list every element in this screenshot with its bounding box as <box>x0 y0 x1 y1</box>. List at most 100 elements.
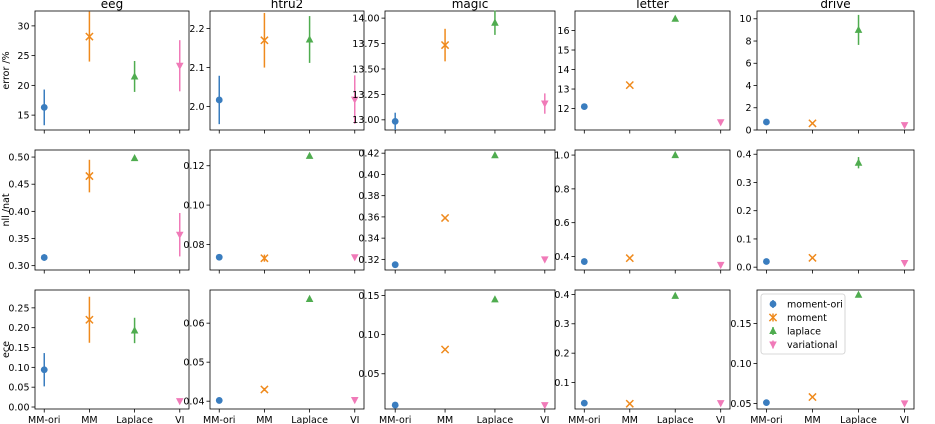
point-moment <box>625 81 634 90</box>
point-moment <box>808 119 817 128</box>
y-tick-label: 0.15 <box>730 319 751 330</box>
legend-label-laplace: laplace <box>787 326 821 337</box>
point-variational <box>541 100 549 108</box>
point-moment-ori <box>40 366 48 374</box>
panel-r1-c1: 0.08 0.10 0.12 <box>183 149 365 274</box>
point-variational <box>175 398 184 406</box>
legend: moment-ori moment laplace variational <box>760 293 846 355</box>
x-tick-label: MM-ori <box>379 415 411 424</box>
y-tick-label: 2.1 <box>189 63 204 74</box>
x-tick-label: VI <box>900 415 909 424</box>
legend-marker-laplace <box>769 326 777 334</box>
point-moment <box>808 392 817 402</box>
y-tick-label: 30 <box>17 21 29 32</box>
y-tick-label: 0.20 <box>8 323 29 334</box>
panel-r2-c2: 0.05 0.10 0.15 MM-ori MM Laplace VI <box>358 289 556 424</box>
y-tick-label: 0.0 <box>736 263 751 274</box>
point-moment-ori <box>391 261 399 269</box>
y-tick-label: 13.00 <box>352 115 379 126</box>
point-variational <box>716 119 725 127</box>
point-moment-ori <box>580 399 588 407</box>
point-moment-ori <box>215 397 223 404</box>
y-tick-label: 0.05 <box>730 399 751 410</box>
point-moment-ori <box>40 103 48 111</box>
axes-frame <box>209 289 365 410</box>
panel-r0-c1: 2.0 2.1 2.2 htru2 <box>189 0 365 134</box>
point-laplace <box>491 18 499 26</box>
y-tick-label: 2.2 <box>189 24 204 35</box>
y-tick-label: 12 <box>557 104 569 115</box>
y-tick-label: 8 <box>745 36 751 47</box>
y-tick-label: 0.12 <box>183 161 204 172</box>
y-tick-label: 0.4 <box>554 290 569 301</box>
axes-frame <box>209 10 365 131</box>
y-tick-label: 0.10 <box>730 359 751 370</box>
x-tick-label: Laplace <box>116 415 153 424</box>
y-tick-label: 0.3 <box>554 319 569 330</box>
axes-frame <box>384 289 556 410</box>
y-tick-label: 0.1 <box>554 378 569 389</box>
point-laplace <box>854 25 863 33</box>
y-tick-label: 0.3 <box>736 178 751 189</box>
y-axis-label: ece <box>1 341 12 358</box>
y-tick-label: 0.6 <box>554 218 569 229</box>
y-axis-label: error /% <box>1 51 12 89</box>
y-tick-label: 0.36 <box>358 212 379 223</box>
axes-frame <box>574 10 731 131</box>
y-tick-label: 0.32 <box>358 255 379 266</box>
point-variational <box>350 254 359 262</box>
point-variational <box>541 402 549 410</box>
point-moment <box>808 253 817 262</box>
y-tick-label: 14.00 <box>352 14 379 25</box>
panel-r2-c3: 0.1 0.2 0.3 0.4 MM-ori MM Laplace VI <box>554 289 731 424</box>
y-tick-label: 0.30 <box>8 261 29 272</box>
x-tick-label: VI <box>175 415 184 424</box>
y-tick-label: 13 <box>557 84 569 95</box>
legend-marker-moment <box>768 313 778 322</box>
axes-frame <box>34 10 190 131</box>
y-tick-label: 4 <box>745 81 751 92</box>
legend-marker-moment-ori <box>769 300 777 308</box>
y-tick-label: 0.4 <box>554 252 569 263</box>
point-laplace <box>854 158 863 166</box>
y-tick-label: 0.40 <box>358 170 379 181</box>
panel-r1-c2: 0.32 0.34 0.36 0.38 0.40 0.42 <box>358 149 556 274</box>
panel-r0-c3: 12 13 14 15 16 letter <box>557 0 731 134</box>
y-tick-label: 0.00 <box>8 402 29 413</box>
y-tick-label: 2.0 <box>189 102 204 113</box>
y-tick-label: 0.10 <box>183 200 204 211</box>
y-tick-label: 0.10 <box>8 363 29 374</box>
point-moment-ori <box>580 258 588 265</box>
point-moment <box>625 254 634 263</box>
panel-r1-c4: 0.0 0.1 0.2 0.3 0.4 <box>736 149 915 274</box>
panel-title: magic <box>452 0 489 11</box>
y-tick-label: 0.05 <box>183 358 204 369</box>
axes-frame <box>384 10 556 131</box>
panel-r2-c0: 0.00 0.05 0.10 0.15 0.20 0.25 MM-ori MM Laplace V… <box>1 289 190 424</box>
y-tick-label: 0.06 <box>183 319 204 330</box>
point-laplace <box>130 72 139 80</box>
point-moment-ori <box>215 253 223 261</box>
y-tick-label: 0.25 <box>8 303 29 314</box>
panel-r0-c2: 13.00 13.25 13.50 13.75 14.00 magic <box>352 0 556 134</box>
y-tick-label: 0 <box>745 125 751 136</box>
y-tick-label: 0.08 <box>183 240 204 251</box>
panel-title: drive <box>820 0 850 11</box>
point-moment <box>85 32 94 41</box>
point-laplace <box>130 153 139 162</box>
axes-frame <box>34 149 190 271</box>
y-tick-label: 0.40 <box>8 207 29 218</box>
panel-r1-c3: 0.4 0.6 0.8 1.0 <box>554 149 731 274</box>
x-tick-label: MM <box>81 415 97 424</box>
x-tick-label: VI <box>716 415 725 424</box>
legend-box <box>760 293 846 355</box>
point-laplace <box>671 150 680 159</box>
legend-label-variational: variational <box>787 340 837 351</box>
y-tick-label: 20 <box>17 81 29 92</box>
y-tick-label: 0.2 <box>554 349 569 360</box>
point-moment-ori <box>580 103 588 110</box>
x-tick-label: Laplace <box>840 415 877 424</box>
point-laplace <box>854 290 863 298</box>
x-tick-label: MM <box>256 415 272 424</box>
